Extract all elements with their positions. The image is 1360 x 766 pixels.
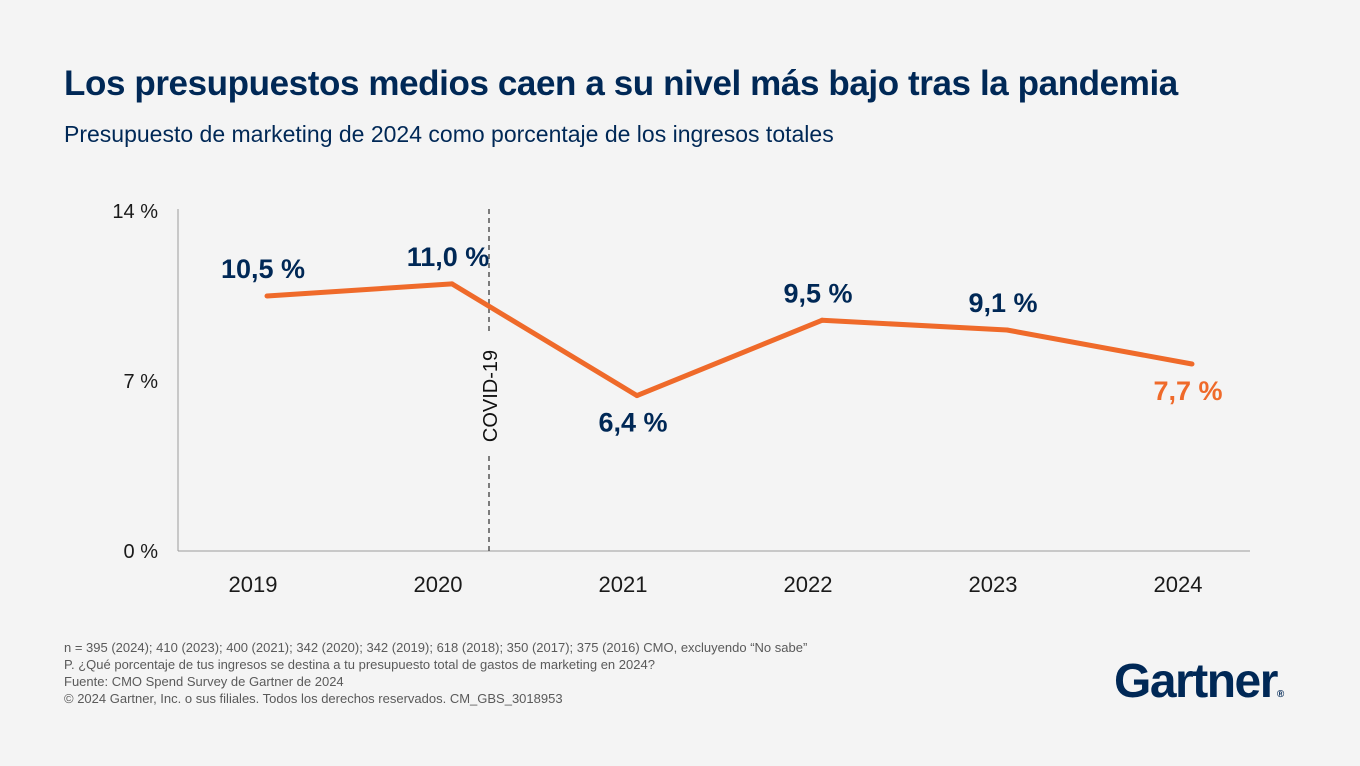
y-tick-label: 14 % [112, 201, 158, 223]
series-line [266, 281, 1193, 399]
x-tick-label: 2022 [784, 572, 833, 597]
data-label: 11,0 % [407, 242, 490, 272]
data-label: 9,5 % [783, 278, 852, 308]
chart-title: Los presupuestos medios caen a su nivel … [64, 64, 1178, 103]
footnote-copyright: © 2024 Gartner, Inc. o sus filiales. Tod… [64, 691, 563, 706]
y-tick-label: 0 % [124, 541, 159, 563]
x-tick-label: 2021 [599, 572, 648, 597]
footnote-source: Fuente: CMO Spend Survey de Gartner de 2… [64, 674, 344, 689]
data-label: 9,1 % [968, 288, 1037, 318]
footnote-question: P. ¿Qué porcentaje de tus ingresos se de… [64, 657, 655, 672]
footnote-sample-size: n = 395 (2024); 410 (2023); 400 (2021); … [64, 640, 808, 655]
x-tick-label: 2020 [414, 572, 463, 597]
x-tick-label: 2023 [969, 572, 1018, 597]
x-tick-label: 2024 [1154, 572, 1203, 597]
data-label: 6,4 % [598, 408, 667, 438]
data-point [819, 317, 825, 323]
y-tick-label: 7 % [124, 371, 159, 393]
data-point [1189, 361, 1195, 367]
data-point [1004, 327, 1010, 333]
chart-subtitle: Presupuesto de marketing de 2024 como po… [64, 121, 834, 147]
data-point [634, 393, 640, 399]
data-point [264, 293, 270, 299]
logo-registered-mark: ® [1276, 689, 1285, 700]
logo-wordmark: Gartner [1114, 655, 1278, 708]
data-point [449, 281, 455, 287]
data-label: 7,7 % [1153, 376, 1222, 406]
x-tick-label: 2019 [229, 572, 278, 597]
covid-annotation-label: COVID-19 [480, 350, 502, 442]
line-chart: 0 % 7 % 14 % 2019 2020 2021 2022 2023 2024 COVID-… [112, 201, 1250, 597]
footnotes: n = 395 (2024); 410 (2023); 400 (2021); … [64, 639, 807, 707]
data-label: 10,5 % [221, 254, 305, 284]
gartner-logo: Gartner® [1114, 651, 1284, 726]
